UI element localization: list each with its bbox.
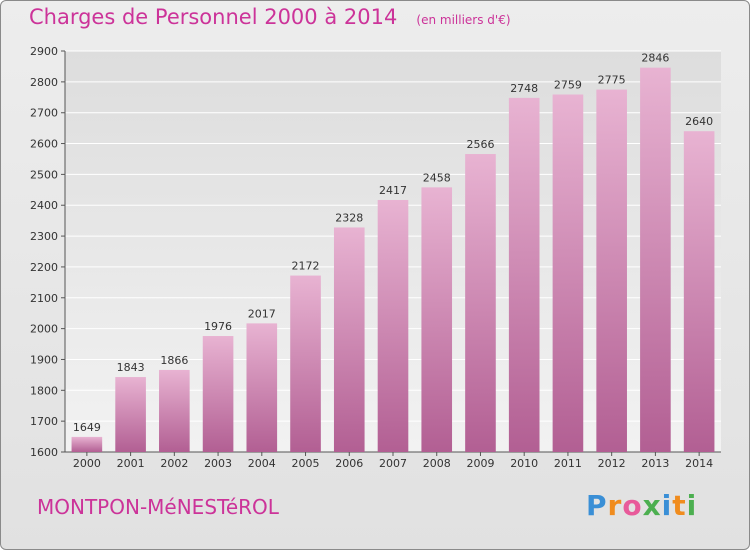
x-tick-label: 2014 bbox=[685, 457, 713, 470]
y-tick-label: 2300 bbox=[30, 230, 58, 243]
bar bbox=[377, 199, 409, 452]
bar bbox=[115, 377, 146, 452]
x-tick-label: 2011 bbox=[554, 457, 582, 470]
y-tick-label: 2000 bbox=[30, 323, 58, 336]
y-tick-label: 2700 bbox=[30, 107, 58, 120]
data-label: 2017 bbox=[248, 307, 276, 320]
x-tick-label: 2013 bbox=[641, 457, 669, 470]
brand-letter: i bbox=[686, 489, 698, 522]
data-label: 2566 bbox=[466, 138, 494, 151]
x-tick-label: 2001 bbox=[117, 457, 145, 470]
y-tick-label: 2500 bbox=[30, 168, 58, 181]
commune-name: MONTPON-MéNESTéROL bbox=[37, 495, 279, 519]
x-tick-label: 2004 bbox=[248, 457, 276, 470]
bar bbox=[508, 97, 540, 452]
data-label: 2759 bbox=[554, 78, 582, 91]
bar bbox=[290, 275, 321, 452]
bar bbox=[421, 187, 453, 452]
data-label: 2172 bbox=[292, 260, 320, 273]
bar bbox=[333, 227, 365, 452]
x-tick-label: 2009 bbox=[466, 457, 494, 470]
bar bbox=[71, 436, 103, 452]
brand-letter: r bbox=[607, 489, 623, 522]
brand-letter: i bbox=[661, 489, 673, 522]
data-label: 2640 bbox=[685, 115, 713, 128]
x-tick-label: 2010 bbox=[510, 457, 538, 470]
y-tick-label: 2600 bbox=[30, 138, 58, 151]
bar bbox=[683, 131, 715, 452]
x-tick-label: 2007 bbox=[379, 457, 407, 470]
y-tick-label: 1700 bbox=[30, 415, 58, 428]
y-tick-label: 1800 bbox=[30, 384, 58, 397]
chart-title-main: Charges de Personnel 2000 à 2014 bbox=[29, 5, 398, 29]
brand-letter: t bbox=[672, 489, 687, 522]
data-label: 1866 bbox=[160, 354, 188, 367]
data-label: 2748 bbox=[510, 82, 538, 95]
bar bbox=[596, 89, 627, 453]
y-tick-label: 2200 bbox=[30, 261, 58, 274]
x-tick-label: 2005 bbox=[292, 457, 320, 470]
data-label: 2458 bbox=[423, 171, 451, 184]
data-label: 1649 bbox=[73, 421, 101, 434]
data-label: 1843 bbox=[117, 361, 145, 374]
bar bbox=[552, 94, 584, 453]
x-tick-label: 2000 bbox=[73, 457, 101, 470]
y-tick-label: 2800 bbox=[30, 76, 58, 89]
data-label: 2328 bbox=[335, 211, 363, 224]
bar bbox=[202, 336, 234, 452]
bar bbox=[246, 323, 278, 452]
bar bbox=[465, 154, 496, 452]
bar bbox=[159, 369, 190, 452]
x-tick-label: 2002 bbox=[160, 457, 188, 470]
data-label: 1976 bbox=[204, 320, 232, 333]
brand-letter: o bbox=[622, 489, 643, 522]
data-label: 2417 bbox=[379, 184, 407, 197]
chart-title-unit: (en milliers d'€) bbox=[416, 13, 511, 27]
brand-letter: x bbox=[642, 489, 662, 522]
bar bbox=[640, 67, 671, 452]
x-tick-label: 2003 bbox=[204, 457, 232, 470]
y-tick-label: 1900 bbox=[30, 353, 58, 366]
y-tick-label: 1600 bbox=[30, 446, 58, 459]
x-tick-label: 2006 bbox=[335, 457, 363, 470]
proxiti-logo: Proxiti bbox=[586, 489, 697, 522]
x-tick-label: 2008 bbox=[423, 457, 451, 470]
data-label: 2846 bbox=[641, 52, 669, 65]
chart-title: Charges de Personnel 2000 à 2014 (en mil… bbox=[29, 5, 511, 29]
data-label: 2775 bbox=[598, 74, 626, 87]
brand-letter: P bbox=[586, 489, 608, 522]
y-tick-label: 2400 bbox=[30, 199, 58, 212]
y-tick-label: 2900 bbox=[30, 45, 58, 58]
x-tick-label: 2012 bbox=[598, 457, 626, 470]
y-tick-label: 2100 bbox=[30, 292, 58, 305]
